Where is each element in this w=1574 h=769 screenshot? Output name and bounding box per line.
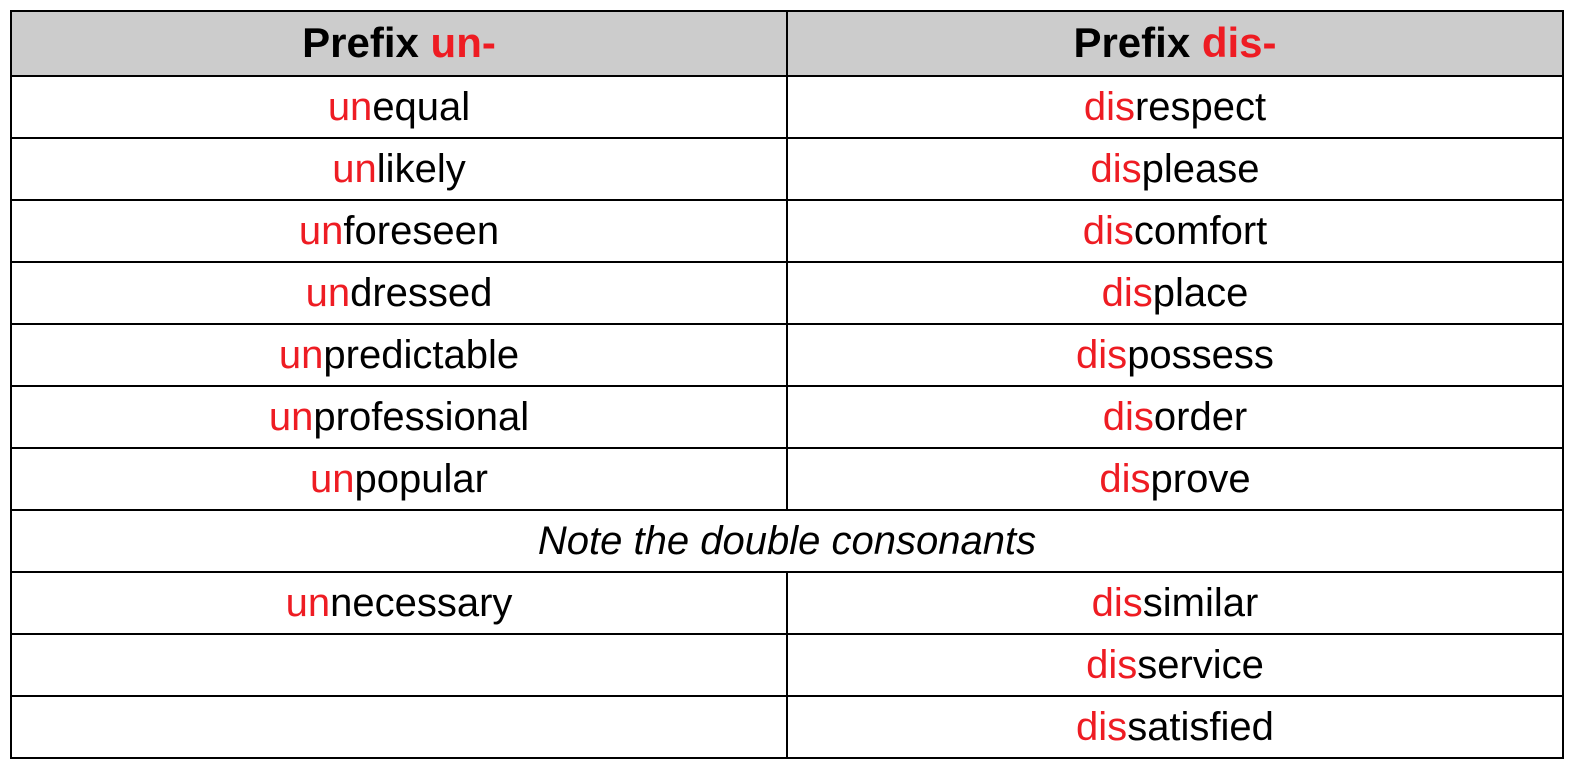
header-col-un: Prefix un- (11, 11, 787, 76)
table-row: unnecessarydissimilar (11, 572, 1563, 634)
cell-un (11, 696, 787, 758)
word-prefix: un (306, 271, 351, 315)
note-cell: Note the double consonants (11, 510, 1563, 572)
word-prefix: dis (1076, 333, 1127, 377)
table-body-top: unequaldisrespectunlikelydispleaseunfore… (11, 76, 1563, 510)
table-row: unequaldisrespect (11, 76, 1563, 138)
table-row: dissatisfied (11, 696, 1563, 758)
cell-dis: displease (787, 138, 1563, 200)
word-root: place (1153, 271, 1249, 315)
table-row: unlikelydisplease (11, 138, 1563, 200)
word-root: prove (1151, 457, 1251, 501)
word-prefix: dis (1076, 705, 1127, 749)
word-root: respect (1135, 85, 1266, 129)
word-prefix: dis (1084, 85, 1135, 129)
word-root: professional (313, 395, 529, 439)
cell-un: undressed (11, 262, 787, 324)
word-prefix: un (269, 395, 314, 439)
word-prefix: un (332, 147, 377, 191)
table-body-bottom: unnecessarydissimilar disservice dissati… (11, 572, 1563, 758)
header-highlight: un- (431, 19, 496, 66)
cell-un: unequal (11, 76, 787, 138)
word-prefix: un (310, 457, 355, 501)
cell-un (11, 634, 787, 696)
word-prefix: dis (1099, 457, 1150, 501)
word-prefix: dis (1090, 147, 1141, 191)
word-prefix: dis (1086, 643, 1137, 687)
cell-un: unlikely (11, 138, 787, 200)
cell-un: unprofessional (11, 386, 787, 448)
word-root: likely (377, 147, 466, 191)
word-root: comfort (1134, 209, 1267, 253)
table-row: unpopulardisprove (11, 448, 1563, 510)
cell-un: unforeseen (11, 200, 787, 262)
word-root: please (1142, 147, 1260, 191)
header-label: Prefix (1073, 19, 1201, 66)
cell-dis: discomfort (787, 200, 1563, 262)
word-root: foreseen (343, 209, 499, 253)
cell-dis: disrespect (787, 76, 1563, 138)
header-highlight: dis- (1202, 19, 1277, 66)
word-root: necessary (330, 581, 512, 625)
word-root: dressed (350, 271, 492, 315)
header-label: Prefix (302, 19, 430, 66)
word-root: popular (355, 457, 488, 501)
word-root: order (1154, 395, 1247, 439)
cell-dis: disorder (787, 386, 1563, 448)
prefix-table: Prefix un- Prefix dis- unequaldisrespect… (10, 10, 1564, 759)
word-root: similar (1143, 581, 1259, 625)
cell-dis: disprove (787, 448, 1563, 510)
note-row: Note the double consonants (11, 510, 1563, 572)
word-prefix: dis (1102, 271, 1153, 315)
table-row: unforeseendiscomfort (11, 200, 1563, 262)
word-root: service (1137, 643, 1264, 687)
word-prefix: un (328, 85, 373, 129)
cell-un: unnecessary (11, 572, 787, 634)
word-prefix: dis (1103, 395, 1154, 439)
table-body-note: Note the double consonants (11, 510, 1563, 572)
word-root: equal (372, 85, 470, 129)
cell-dis: displace (787, 262, 1563, 324)
cell-dis: dispossess (787, 324, 1563, 386)
cell-dis: dissimilar (787, 572, 1563, 634)
word-prefix: dis (1092, 581, 1143, 625)
cell-dis: dissatisfied (787, 696, 1563, 758)
word-prefix: un (299, 209, 344, 253)
word-root: possess (1127, 333, 1274, 377)
word-prefix: dis (1083, 209, 1134, 253)
word-prefix: un (286, 581, 331, 625)
table-row: disservice (11, 634, 1563, 696)
word-prefix: un (279, 333, 324, 377)
word-root: satisfied (1127, 705, 1274, 749)
table-row: undresseddisplace (11, 262, 1563, 324)
header-row: Prefix un- Prefix dis- (11, 11, 1563, 76)
cell-un: unpredictable (11, 324, 787, 386)
cell-un: unpopular (11, 448, 787, 510)
table-row: unprofessionaldisorder (11, 386, 1563, 448)
table-row: unpredictabledispossess (11, 324, 1563, 386)
cell-dis: disservice (787, 634, 1563, 696)
word-root: predictable (323, 333, 519, 377)
header-col-dis: Prefix dis- (787, 11, 1563, 76)
